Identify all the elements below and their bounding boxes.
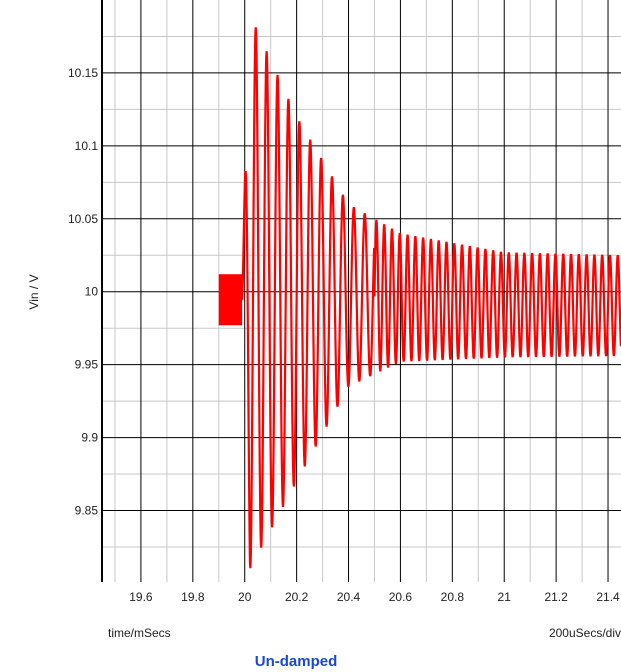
y-tick-label: 10 [85,285,99,299]
tick-labels: 19.6 19.8 20 20.2 20.4 20.6 20.8 21 21.2 21.4 9.85… [68,66,620,604]
y-tick-label: 10.1 [75,139,99,153]
y-tick-label: 10.15 [68,66,98,80]
x-tick-label: 20.2 [285,590,309,604]
series-line [241,27,621,569]
chart-caption: Un-damped [255,653,338,670]
y-tick-label: 10.05 [68,212,98,226]
y-tick-label: 9.95 [75,358,99,372]
x-tick-label: 20.6 [389,590,413,604]
y-tick-label: 9.85 [75,504,99,518]
x-tick-label: 20 [238,590,252,604]
x-axis-label: time/mSecs [108,626,171,640]
x-tick-label: 20.4 [337,590,361,604]
x-tick-label: 21.4 [596,590,620,604]
x-tick-label: 21.2 [544,590,568,604]
x-tick-label: 21 [498,590,512,604]
x-tick-label: 19.8 [181,590,205,604]
series-burst-block [218,274,243,326]
x-scale-note: 200uSecs/div [549,626,621,640]
y-tick-label: 9.9 [81,431,98,445]
x-tick-label: 19.6 [129,590,153,604]
y-axis-label: Vin / V [27,274,41,309]
series [218,27,621,569]
x-tick-label: 20.8 [441,590,465,604]
